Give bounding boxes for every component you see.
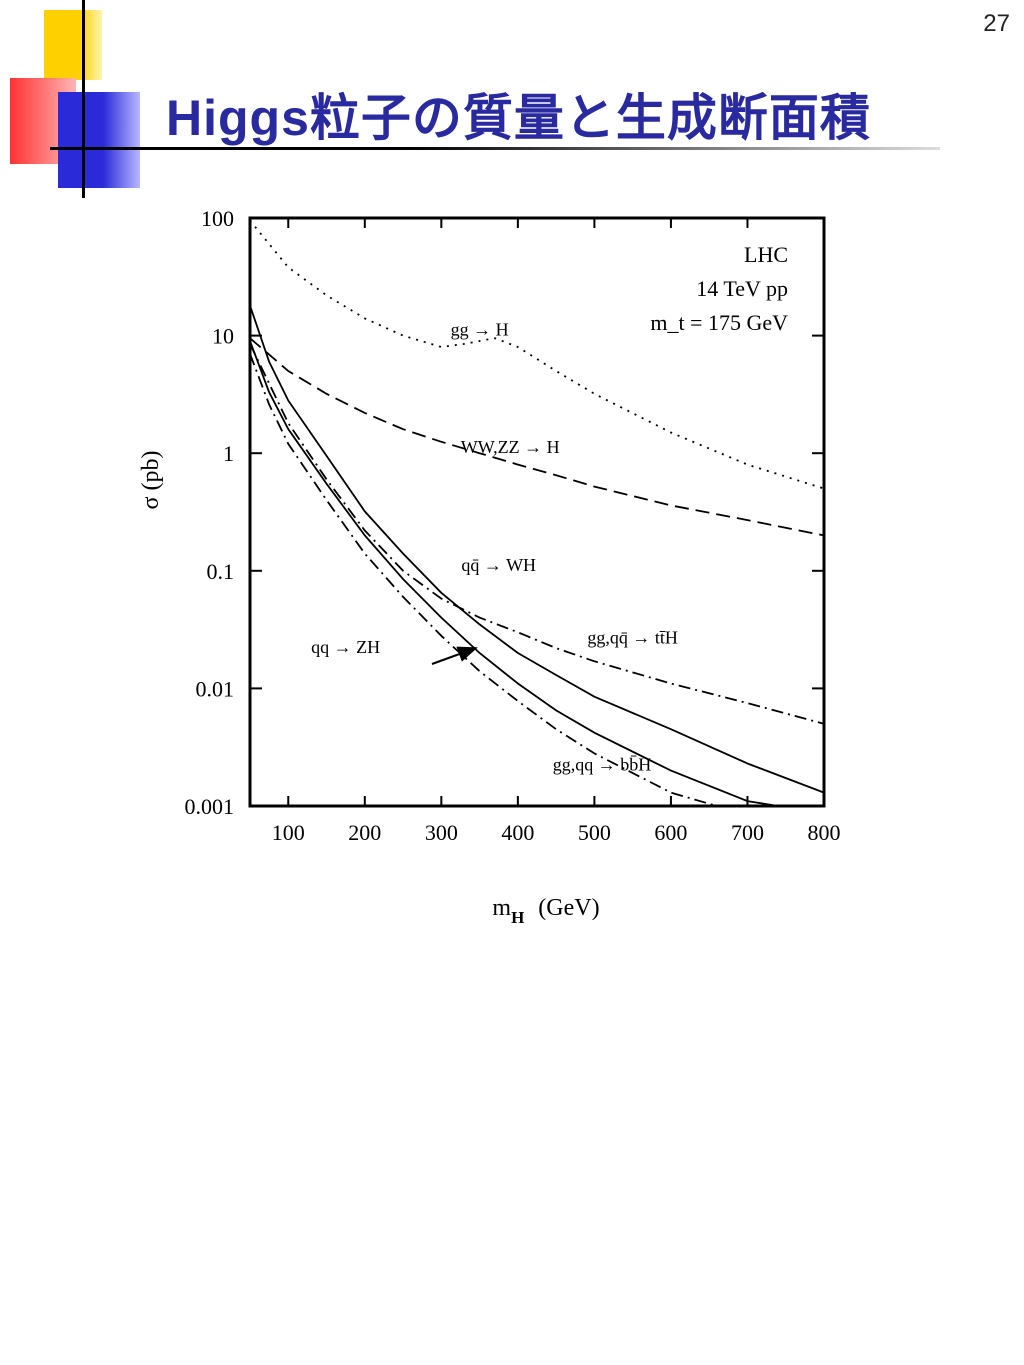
series-annotation: WW,ZZ → H [461, 437, 560, 457]
decoration-vertical-line [82, 0, 85, 198]
x-tick-label: 700 [731, 820, 764, 845]
y-tick-label: 0.1 [207, 559, 235, 584]
series-line [250, 353, 718, 806]
y-tick-label: 10 [212, 324, 234, 349]
y-tick-label: 1 [223, 441, 234, 466]
y-tick-label: 100 [201, 206, 234, 231]
slide-title: Higgs粒子の質量と生成断面積 [166, 90, 871, 146]
decoration-yellow-square [44, 10, 102, 80]
series-line [250, 305, 824, 794]
page-number: 27 [983, 10, 1010, 37]
zh-pointer-arrow [431, 646, 478, 665]
x-tick-label: 800 [808, 820, 841, 845]
x-tick-label: 300 [425, 820, 458, 845]
series-group [250, 220, 824, 806]
series-annotation: gg → H [451, 320, 509, 340]
y-axis-title: σ (pb) [138, 451, 164, 510]
decoration-blue-square [58, 92, 140, 188]
x-tick-label: 100 [272, 820, 305, 845]
x-tick-label: 500 [578, 820, 611, 845]
decoration-horizontal-line [50, 147, 940, 150]
y-tick-label: 0.01 [196, 676, 235, 701]
x-tick-label: 600 [654, 820, 687, 845]
info-text-line-1: LHC [744, 242, 788, 267]
x-tick-label: 400 [501, 820, 534, 845]
info-text-line-2: 14 TeV pp [696, 276, 788, 301]
x-axis-title-sub: H [511, 908, 524, 927]
series-annotation: qq̄ → WH [461, 555, 536, 575]
x-axis-title: mH (GeV) [492, 895, 599, 927]
annotation-group: gg → H WW,ZZ → H qq̄ → WH gg,qq̄ → tt̄H qq →… [311, 320, 678, 775]
series-annotation: gg,qq̄ → tt̄H [587, 628, 678, 648]
x-tick-label: 200 [348, 820, 381, 845]
x-axis-title-unit: (GeV) [538, 895, 599, 921]
series-line [250, 340, 779, 806]
series-annotation: qq → ZH [311, 637, 380, 657]
plot-frame [248, 216, 826, 808]
series-annotation: gg,qq → bb̄H [553, 755, 652, 775]
info-text-line-3: m_t = 175 GeV [650, 310, 788, 335]
series-line [250, 343, 824, 725]
x-axis-title-main: m [492, 895, 511, 921]
series-line [250, 337, 824, 537]
axis-ticks: 100 200 300 400 500 600 700 800 0.001 0.01 0.1 1 10 1… [185, 206, 841, 845]
series-line [250, 220, 824, 490]
y-tick-label: 0.001 [185, 794, 235, 819]
